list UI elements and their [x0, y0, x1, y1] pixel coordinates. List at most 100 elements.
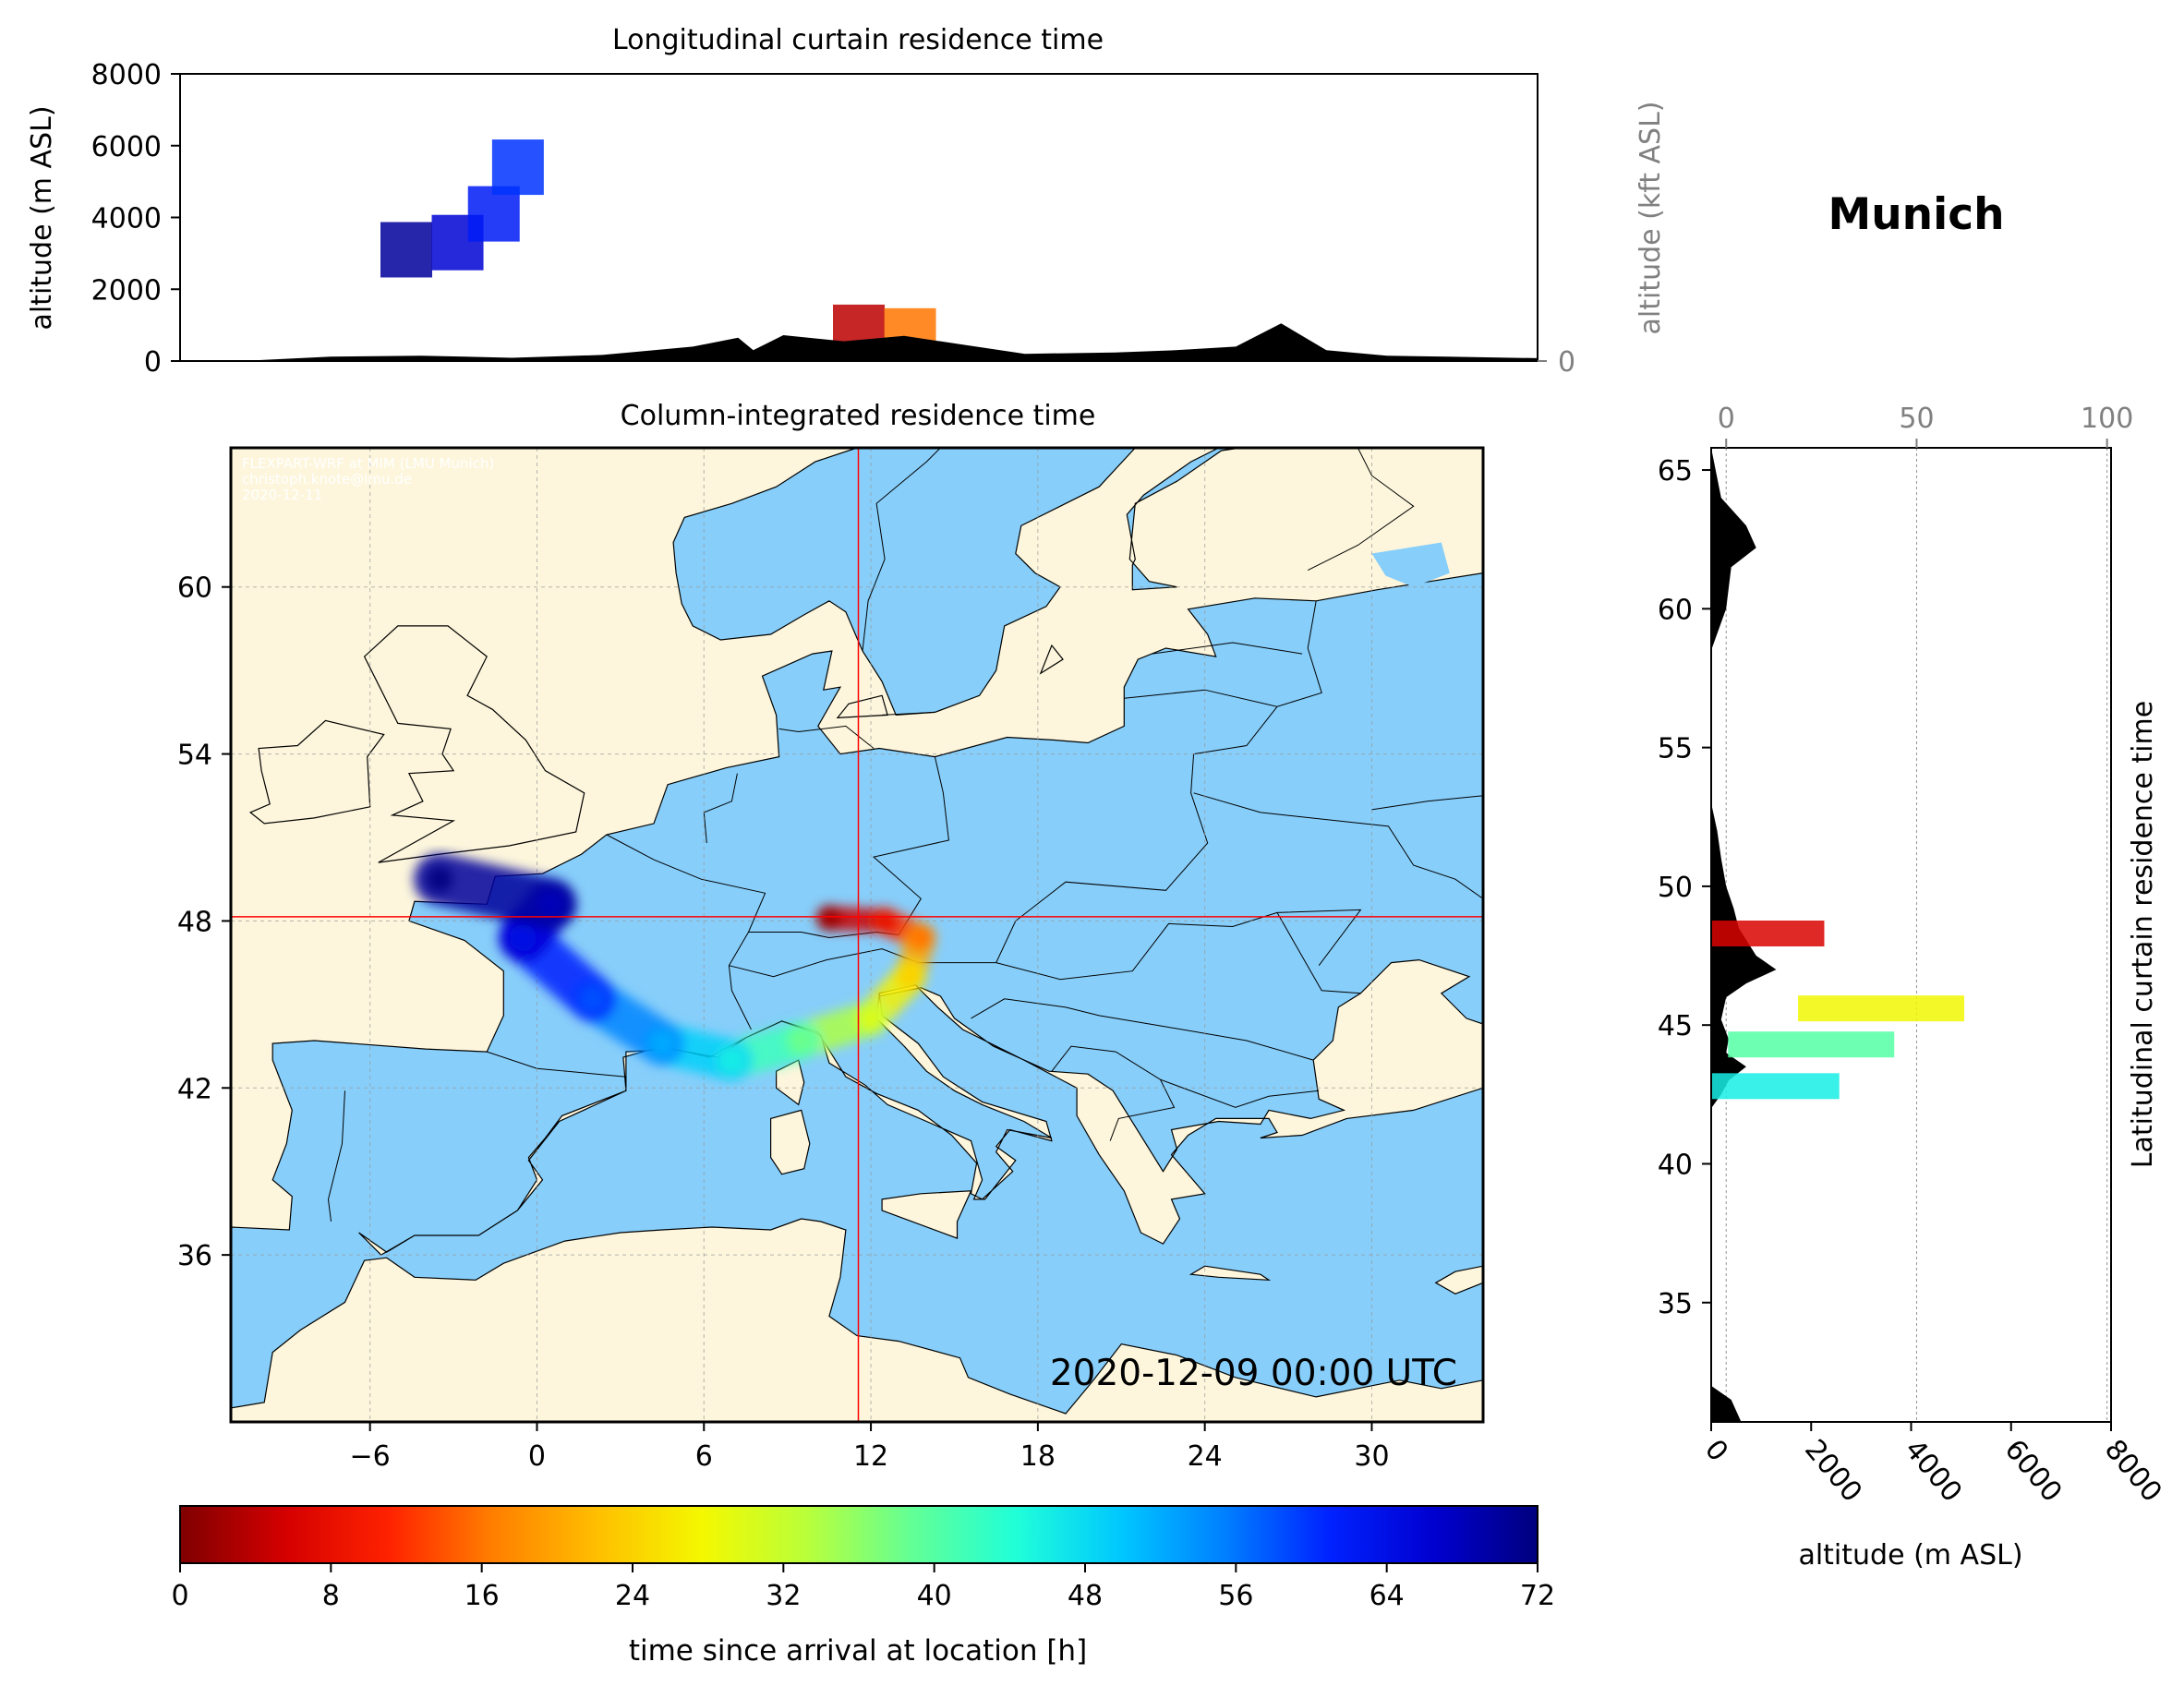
map-gridlines	[231, 448, 1483, 1422]
plume-point	[427, 866, 452, 893]
plume-point	[579, 985, 606, 1012]
map-panel: Column-integrated residence time −6 0 6 12 1…	[177, 400, 1485, 1473]
side-lat-tick-label: 50	[1658, 872, 1693, 904]
side-alt-tick-label: 6000	[1998, 1434, 2069, 1509]
land-mass	[1434, 1265, 1483, 1295]
country-border	[1276, 909, 1362, 966]
plume-point	[649, 1030, 676, 1057]
top-secondary-tick-label: 0	[1558, 346, 1575, 379]
country-border	[918, 753, 1209, 964]
longitudinal-curtain-title: Longitudinal curtain residence time	[612, 24, 1104, 56]
top-ytick-label: 2000	[91, 274, 162, 307]
country-borders	[327, 448, 1483, 1222]
latitudinal-curtain-altitude-ticks: 0 2000 4000 6000 8000	[1698, 1422, 2168, 1509]
credit-line-1: FLEXPART-WRF at MIM (LMU Munich)	[242, 455, 494, 472]
country-border	[703, 773, 738, 844]
map-lat-tick-label: 48	[177, 906, 212, 938]
country-border	[729, 948, 919, 978]
map-lon-tick-label: 30	[1354, 1440, 1389, 1473]
map-lat-tick-label: 36	[177, 1240, 212, 1272]
map-timestamp: 2020-12-09 00:00 UTC	[1050, 1353, 1457, 1394]
location-title: Munich	[1828, 189, 2004, 240]
map-lon-tick-label: 12	[853, 1440, 888, 1473]
country-border	[1152, 642, 1303, 655]
latitudinal-curtain-lat-ticks: 35 40 45 50 55 60 65	[1658, 455, 1711, 1320]
lake-vanern	[887, 606, 922, 623]
land-mass	[363, 625, 585, 863]
map-title: Column-integrated residence time	[621, 400, 1096, 432]
country-border	[995, 911, 1361, 994]
side-lat-tick-label: 45	[1658, 1010, 1693, 1042]
plume-point	[897, 963, 923, 990]
country-border	[1193, 600, 1322, 755]
side-lat-tick-label: 55	[1658, 733, 1693, 765]
latitudinal-curtain-secondary-ticks: 0 50 100	[1718, 403, 2133, 448]
country-border	[971, 998, 1314, 1061]
side-alt-tick-label: 4000	[1898, 1434, 1968, 1509]
side-alt-tick-label: 0	[1698, 1434, 1734, 1468]
land-mass	[776, 1059, 805, 1106]
map-lat-tick-label: 60	[177, 572, 212, 605]
side-lat-tick-label: 35	[1658, 1288, 1693, 1320]
plume-point	[858, 1005, 885, 1031]
country-border	[1307, 448, 1415, 572]
map-lon-tick-label: −6	[350, 1440, 391, 1473]
country-border	[882, 711, 935, 716]
time-colorbar: 0 8 16 24 32 40 48 56 64 72 time since arrival at…	[171, 1505, 1555, 1668]
plume-point	[510, 924, 537, 951]
side-secondary-tick-label: 100	[2081, 403, 2133, 435]
colorbar-tick-label: 0	[171, 1580, 188, 1612]
plume-point	[788, 1028, 814, 1054]
side-lat-tick-label: 40	[1658, 1149, 1693, 1181]
latitudinal-curtain-title: Latitudinal curtain residence time	[2127, 701, 2159, 1168]
longitudinal-curtain-y-ticks: 0 2000 4000 6000 8000	[91, 59, 180, 379]
top-ytick-label: 4000	[91, 203, 162, 235]
plume-point	[815, 905, 842, 932]
credit-line-3: 2020-12-11	[242, 487, 322, 503]
latitudinal-curtain-xlabel: altitude (m ASL)	[1798, 1539, 2022, 1572]
credit-line-2: christoph.knote@lmu.de	[242, 471, 412, 488]
map-longitude-ticks: −6 0 6 12 18 24 30	[350, 1422, 1390, 1473]
longitudinal-curtain-secondary-ylabel: altitude (kft ASL)	[1635, 101, 1667, 334]
map-frame	[229, 446, 1485, 1424]
longitudinal-curtain-ylabel: altitude (m ASL)	[26, 105, 58, 330]
colorbar-tick-label: 72	[1520, 1580, 1555, 1612]
plume-point	[718, 1047, 745, 1074]
colorbar-ticks: 0 8 16 24 32 40 48 56 64 72	[171, 1563, 1555, 1612]
colorbar-tick-label: 40	[917, 1580, 952, 1612]
colorbar-tick-label: 48	[1068, 1580, 1103, 1612]
land-mass	[1189, 1265, 1272, 1282]
longitudinal-curtain-terrain	[180, 323, 1538, 361]
plume-point	[537, 891, 564, 918]
longitudinal-curtain-panel: Longitudinal curtain residence time 0 200…	[26, 24, 1667, 379]
curtain-cell	[1798, 995, 1965, 1022]
country-border	[862, 448, 941, 652]
colorbar-tick-label: 16	[465, 1580, 500, 1612]
curtain-cell	[1711, 1073, 1840, 1100]
colorbar-tick-label: 8	[322, 1580, 340, 1612]
map-lat-tick-label: 42	[177, 1073, 212, 1105]
top-ytick-label: 8000	[91, 59, 162, 91]
latitudinal-curtain-grid	[1725, 448, 2108, 1422]
colorbar-label: time since arrival at location [h]	[629, 1634, 1087, 1668]
country-border	[606, 834, 766, 1030]
country-border	[1201, 448, 1203, 449]
land-mass	[881, 1190, 972, 1239]
side-lat-tick-label: 60	[1658, 594, 1693, 626]
map-lon-tick-label: 0	[528, 1440, 546, 1473]
side-alt-tick-label: 2000	[1798, 1434, 1868, 1509]
side-secondary-tick-label: 0	[1718, 403, 1735, 435]
top-ytick-label: 0	[144, 346, 162, 379]
country-border	[1193, 792, 1483, 899]
plume-point	[908, 924, 935, 951]
side-secondary-tick-label: 50	[1899, 403, 1934, 435]
curtain-cell	[1711, 920, 1825, 946]
land-mass	[248, 719, 385, 825]
curtain-cell	[491, 139, 544, 196]
side-lat-tick-label: 65	[1658, 455, 1693, 488]
top-ytick-label: 6000	[91, 131, 162, 163]
country-border	[1160, 1078, 1320, 1108]
